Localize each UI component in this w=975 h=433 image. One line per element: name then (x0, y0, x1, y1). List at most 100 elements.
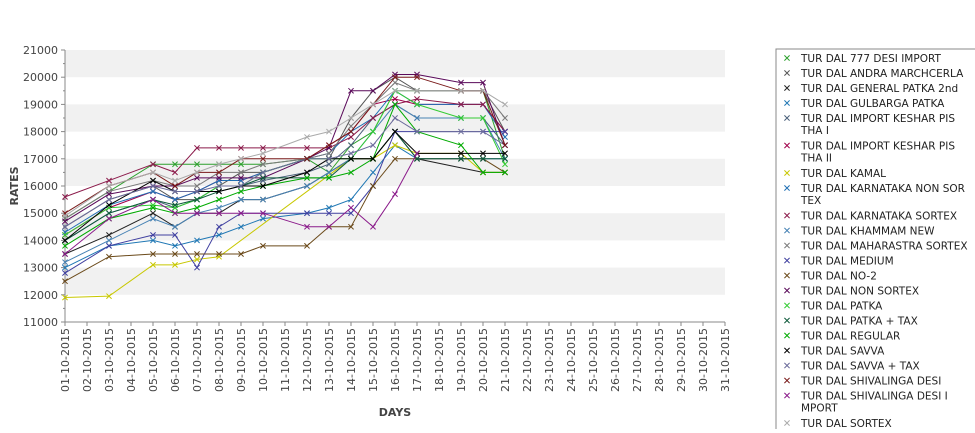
data-point (480, 115, 486, 121)
legend-item: TUR DAL SHIVALINGA DESI IMPORT (784, 391, 948, 415)
data-point (150, 251, 156, 257)
data-point (348, 115, 354, 121)
legend-item: TUR DAL NON SORTEX (784, 286, 919, 298)
series-21 (62, 150, 420, 257)
data-point (194, 237, 200, 244)
data-point (502, 115, 508, 121)
legend-label: TUR DAL KHAMMAM NEW (800, 226, 935, 238)
data-point (106, 232, 112, 238)
data-point (414, 101, 420, 108)
series-22 (62, 87, 508, 219)
legend-item: TUR DAL MEDIUM (784, 256, 894, 268)
data-point (260, 144, 266, 151)
x-tick-label: 12-10-2015 (301, 328, 314, 392)
data-point (62, 232, 68, 238)
data-point (216, 204, 222, 211)
y-axis-title: RATES (8, 166, 21, 205)
legend-item: TUR DAL 777 DESI IMPORT (784, 53, 941, 65)
data-point (216, 196, 222, 203)
data-point (392, 128, 398, 135)
data-point (458, 79, 464, 86)
legend-marker-icon (784, 272, 790, 279)
data-point (106, 188, 112, 195)
data-point (348, 142, 354, 149)
data-point (260, 210, 266, 217)
x-tick-label: 22-10-2015 (521, 328, 534, 392)
data-point (480, 79, 486, 86)
legend: TUR DAL 777 DESI IMPORT TUR DAL ANDRA MAR… (775, 48, 975, 433)
data-point (172, 188, 178, 195)
data-point (458, 128, 464, 135)
legend-item: TUR DAL ANDRA MARCHCERLA (784, 68, 964, 80)
legend-item: TUR DAL KHAMMAM NEW (784, 226, 935, 238)
data-point (238, 210, 244, 217)
data-point (304, 134, 310, 140)
x-tick-label: 01-10-2015 (59, 328, 72, 392)
legend-label: TUR DAL SHIVALINGA DESI (800, 376, 941, 388)
legend-item: TUR DAL SAVVA + TAX (784, 361, 920, 373)
legend-marker-icon (784, 55, 790, 61)
data-point (414, 74, 420, 81)
data-point (216, 144, 222, 151)
legend-marker-icon (784, 227, 790, 234)
data-point (194, 183, 200, 189)
data-point (62, 270, 68, 276)
series-line (64, 76, 506, 228)
legend-marker-icon (784, 85, 790, 91)
y-tick-label: 15000 (23, 207, 58, 220)
data-point (106, 210, 112, 217)
data-point (414, 87, 420, 94)
data-point (106, 196, 112, 203)
data-point (150, 161, 156, 168)
data-point (216, 251, 222, 257)
data-point (150, 183, 156, 189)
data-point (260, 183, 266, 189)
legend-item: TUR DAL SAVVA (784, 346, 885, 358)
data-point (326, 169, 332, 176)
data-point (106, 177, 112, 184)
data-point (392, 79, 398, 86)
data-point (194, 169, 200, 176)
legend-label: TUR DAL KARNATAKA NON SOR (800, 183, 965, 195)
data-point (238, 169, 244, 176)
data-point (238, 188, 244, 195)
data-point (304, 155, 310, 162)
data-point (238, 161, 244, 168)
grid-bands (65, 50, 725, 295)
data-point (502, 150, 508, 157)
series-line (64, 131, 505, 274)
legend-label: TUR DAL IMPORT KESHAR PIS (800, 141, 955, 153)
legend-marker-icon (784, 392, 790, 399)
data-point (480, 150, 486, 157)
data-point (458, 101, 464, 108)
legend-label: TUR DAL NO-2 (800, 271, 877, 283)
x-tick-label: 17-10-2015 (411, 328, 424, 392)
data-point (216, 174, 222, 181)
x-tick-label: 16-10-2015 (389, 328, 402, 392)
data-point (326, 128, 332, 135)
x-tick-label: 21-10-2015 (499, 328, 512, 392)
legend-label: TUR DAL SORTEX (800, 418, 892, 429)
data-point (194, 144, 200, 151)
data-point (216, 177, 222, 184)
data-point (260, 155, 266, 162)
x-tick-label: 13-10-2015 (323, 328, 336, 392)
x-tick-label: 29-10-2015 (675, 328, 688, 392)
legend-item: TUR DAL NO-2 (784, 271, 877, 283)
legend-item: TUR DAL REGULAR (784, 331, 900, 343)
data-point (238, 144, 244, 151)
data-point (194, 256, 200, 263)
x-tick-label: 20-10-2015 (477, 328, 490, 392)
data-point (326, 150, 332, 157)
x-tick-label: 25-10-2015 (587, 328, 600, 392)
data-point (260, 150, 266, 157)
grid-band (65, 213, 725, 241)
data-point (62, 242, 68, 249)
data-point (370, 169, 376, 176)
legend-marker-icon (784, 170, 790, 176)
data-point (106, 293, 112, 300)
data-point (62, 237, 68, 244)
data-point (348, 204, 354, 211)
